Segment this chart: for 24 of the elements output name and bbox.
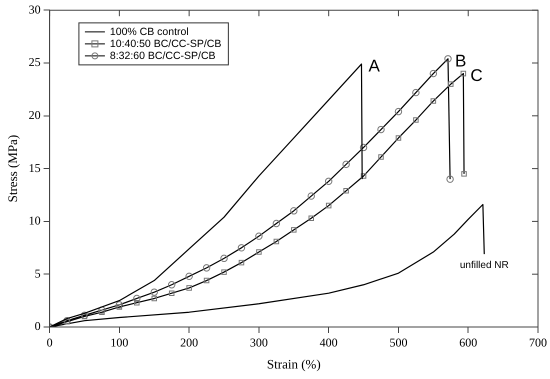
y-tick-label: 30 xyxy=(28,2,41,16)
x-axis-title: Strain (%) xyxy=(266,356,321,372)
x-tick-label: 700 xyxy=(529,335,547,350)
annotation: C xyxy=(470,66,483,86)
legend-label: 10:40:50 BC/CC-SP/CB xyxy=(110,38,222,50)
y-axis-title: Stress (MPa) xyxy=(5,134,20,202)
x-tick-label: 300 xyxy=(250,335,268,350)
y-tick-label: 10 xyxy=(28,214,41,228)
legend-label: 100% CB control xyxy=(110,26,189,38)
x-tick-label: 500 xyxy=(389,335,408,350)
x-tick-label: 100 xyxy=(110,335,128,350)
annotation: B xyxy=(454,51,466,70)
y-tick-label: 20 xyxy=(28,108,41,122)
x-tick-label: 600 xyxy=(459,335,478,350)
annotation: unfilled NR xyxy=(460,260,509,271)
y-tick-label: 15 xyxy=(28,160,41,175)
x-tick-label: 200 xyxy=(180,335,198,350)
y-tick-label: 25 xyxy=(28,55,41,70)
y-tick-label: 5 xyxy=(34,266,41,280)
y-tick-label: 0 xyxy=(34,319,41,334)
x-tick-label: 400 xyxy=(320,335,338,350)
annotation: A xyxy=(368,56,380,76)
x-tick-label: 0 xyxy=(46,335,53,350)
legend-label: 8:32:60 BC/CC-SP/CB xyxy=(110,50,216,62)
